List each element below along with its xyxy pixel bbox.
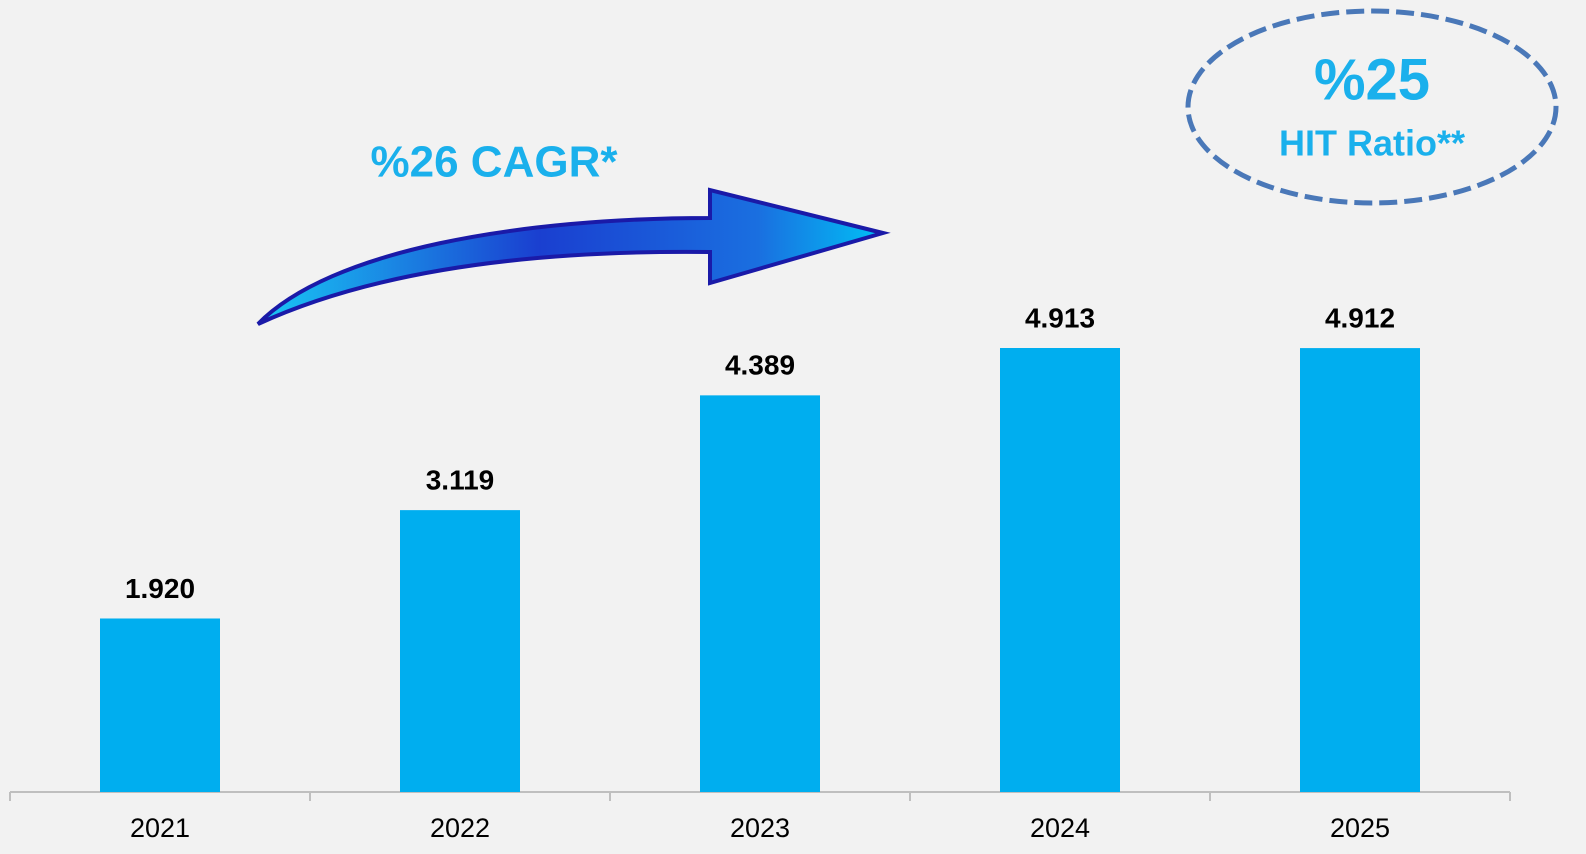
value-label: 1.920 xyxy=(125,573,195,604)
x-tick-label: 2025 xyxy=(1330,813,1390,843)
x-tick-label: 2024 xyxy=(1030,813,1090,843)
bar xyxy=(1300,348,1420,792)
growth-arrow xyxy=(256,187,891,326)
value-label: 3.119 xyxy=(426,465,495,496)
cagr-annotation: %26 CAGR* xyxy=(371,138,619,187)
bar xyxy=(100,618,220,792)
hit-value: %25 xyxy=(1314,47,1430,112)
x-tick-label: 2023 xyxy=(730,813,790,843)
value-label: 4.389 xyxy=(725,350,795,381)
x-tick-label: 2021 xyxy=(130,813,190,843)
x-tick-label: 2022 xyxy=(430,813,490,843)
hit-label: HIT Ratio** xyxy=(1279,123,1465,164)
bar xyxy=(400,510,520,792)
hit-ratio-ellipse xyxy=(1185,8,1559,206)
bar xyxy=(1000,348,1120,792)
value-label: 4.912 xyxy=(1325,302,1395,333)
bar xyxy=(700,395,820,792)
value-label: 4.913 xyxy=(1025,302,1095,333)
